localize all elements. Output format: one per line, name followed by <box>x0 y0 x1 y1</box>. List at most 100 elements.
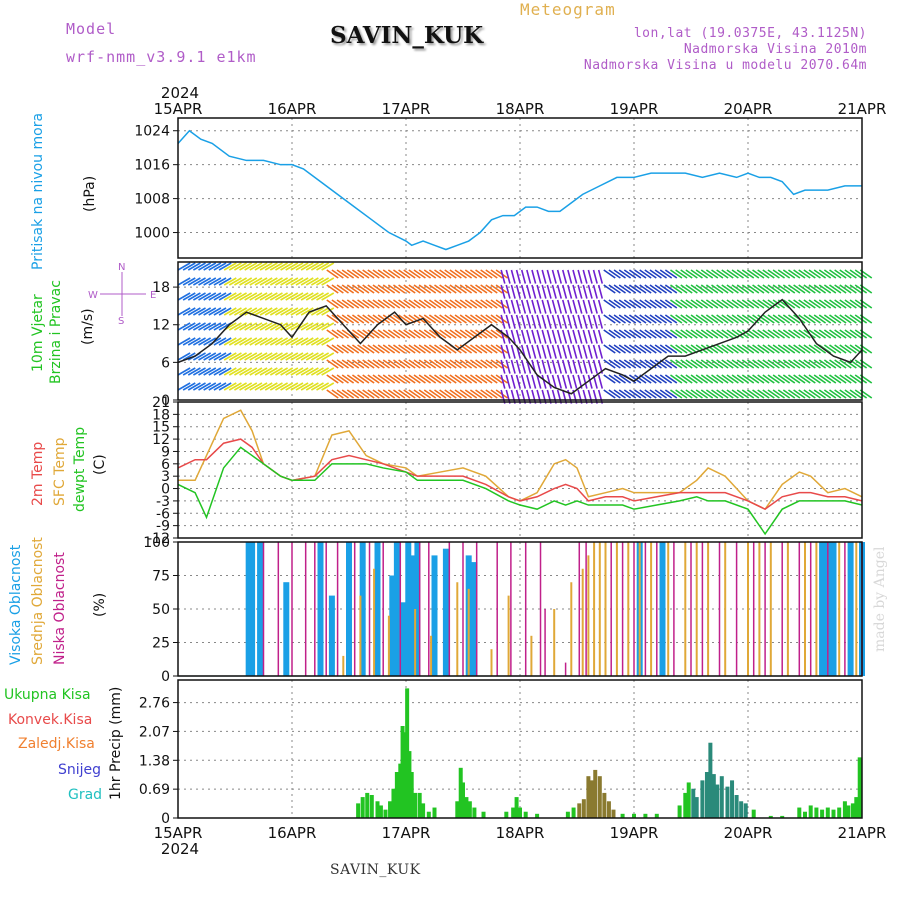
wind-barb <box>331 284 344 294</box>
wind-barb <box>798 269 811 279</box>
wind-barb <box>613 314 626 324</box>
wind-barb <box>239 262 253 271</box>
wind-barb <box>685 269 698 279</box>
y-tick-label: 1.38 <box>139 753 170 769</box>
wind-barb <box>290 337 304 346</box>
wind-barb <box>726 359 739 369</box>
elevation-label: Nadmorska Visina 2010m <box>683 42 867 57</box>
wind-barb <box>367 299 380 309</box>
wind-barb <box>752 389 765 399</box>
wind-barb <box>659 329 673 339</box>
wind-barb <box>454 389 467 399</box>
wind-barb <box>639 344 652 354</box>
wind-barb <box>592 344 598 359</box>
wind-barb <box>469 299 483 309</box>
wind-barb <box>818 284 832 294</box>
wind-barb <box>803 269 816 279</box>
wind-barb <box>346 284 360 294</box>
wind-barb <box>182 367 196 376</box>
wind-barb <box>782 359 796 369</box>
wind-barb <box>818 269 832 279</box>
wind-barb <box>567 314 573 329</box>
wind-barb <box>782 329 796 339</box>
chart-title: Meteogram <box>520 0 616 19</box>
wind-barb <box>336 329 349 339</box>
wind-barb <box>192 352 206 361</box>
wind-barb <box>244 277 258 286</box>
wind-barb <box>813 269 827 279</box>
wind-barb <box>377 359 390 369</box>
wind-barb <box>654 314 668 324</box>
wind-barb <box>505 299 511 314</box>
wind-barb <box>526 359 532 374</box>
wind-barb <box>285 322 299 331</box>
wind-barb <box>675 389 688 399</box>
precip-bar <box>850 803 855 818</box>
time-tick-top: 21APR <box>838 100 887 118</box>
wind-barb <box>716 299 729 309</box>
wind-speed-line <box>177 298 863 395</box>
wind-barb <box>269 382 283 391</box>
wind-barb <box>670 329 683 339</box>
wind-barb <box>731 359 744 369</box>
wind-barb <box>844 344 857 354</box>
wind-barb <box>695 359 709 369</box>
wind-barb <box>746 329 760 339</box>
wind-barb <box>561 269 568 284</box>
wind-barb <box>551 374 557 389</box>
wind-barb <box>608 374 621 384</box>
precip-bar <box>504 811 509 818</box>
precip-bar <box>694 797 699 818</box>
wind-barb <box>587 284 593 299</box>
wind-barb <box>449 299 462 309</box>
wind-barb <box>716 284 729 294</box>
wind-barb <box>234 262 247 271</box>
wind-barb <box>849 284 862 294</box>
wind-barb <box>280 307 294 316</box>
wind-barb <box>239 352 253 361</box>
wind-barb <box>711 389 724 399</box>
wind-barb <box>572 374 578 389</box>
wind-barb <box>367 284 380 294</box>
wind-barb <box>731 389 744 399</box>
wind-barb <box>736 359 750 369</box>
wind-barb <box>711 314 724 324</box>
wind-barb <box>372 344 385 354</box>
wind-barb <box>680 269 693 279</box>
wind-barb <box>187 367 201 376</box>
wind-barb <box>459 389 473 399</box>
wind-barb <box>413 389 426 399</box>
cloud-bar-high <box>359 542 366 676</box>
panel-frame-4 <box>177 679 863 819</box>
wind-barb <box>228 292 242 301</box>
wind-barb <box>623 314 637 324</box>
wind-barb <box>526 299 532 314</box>
wind-barb <box>700 359 714 369</box>
wind-barb <box>408 269 421 279</box>
precip-bar <box>691 788 696 818</box>
wind-barb <box>326 389 339 399</box>
wind-barb <box>439 359 452 369</box>
wind-barb <box>305 352 319 361</box>
wind-barb <box>556 269 563 284</box>
wind-barb <box>613 299 626 309</box>
wind-barb <box>690 389 703 399</box>
y-tick-label: 0.69 <box>139 782 170 798</box>
wind-barb <box>649 374 662 384</box>
wind-barb <box>515 359 521 374</box>
wind-barb <box>654 374 668 384</box>
wind-barb <box>362 389 375 399</box>
wind-barb <box>264 382 278 391</box>
panel-frame-2 <box>177 401 863 539</box>
wind-barb <box>782 314 796 324</box>
wind-barb <box>259 277 273 286</box>
wind-barb <box>705 374 719 384</box>
wind-barb <box>772 314 786 324</box>
wind-barb <box>280 292 294 301</box>
precip-snow-label: Snijeg <box>58 762 102 778</box>
wind-barb <box>597 329 604 344</box>
wind-barb <box>275 382 288 391</box>
wind-barb <box>177 322 191 331</box>
wind-barb <box>654 284 668 294</box>
wind-barb <box>803 374 816 384</box>
